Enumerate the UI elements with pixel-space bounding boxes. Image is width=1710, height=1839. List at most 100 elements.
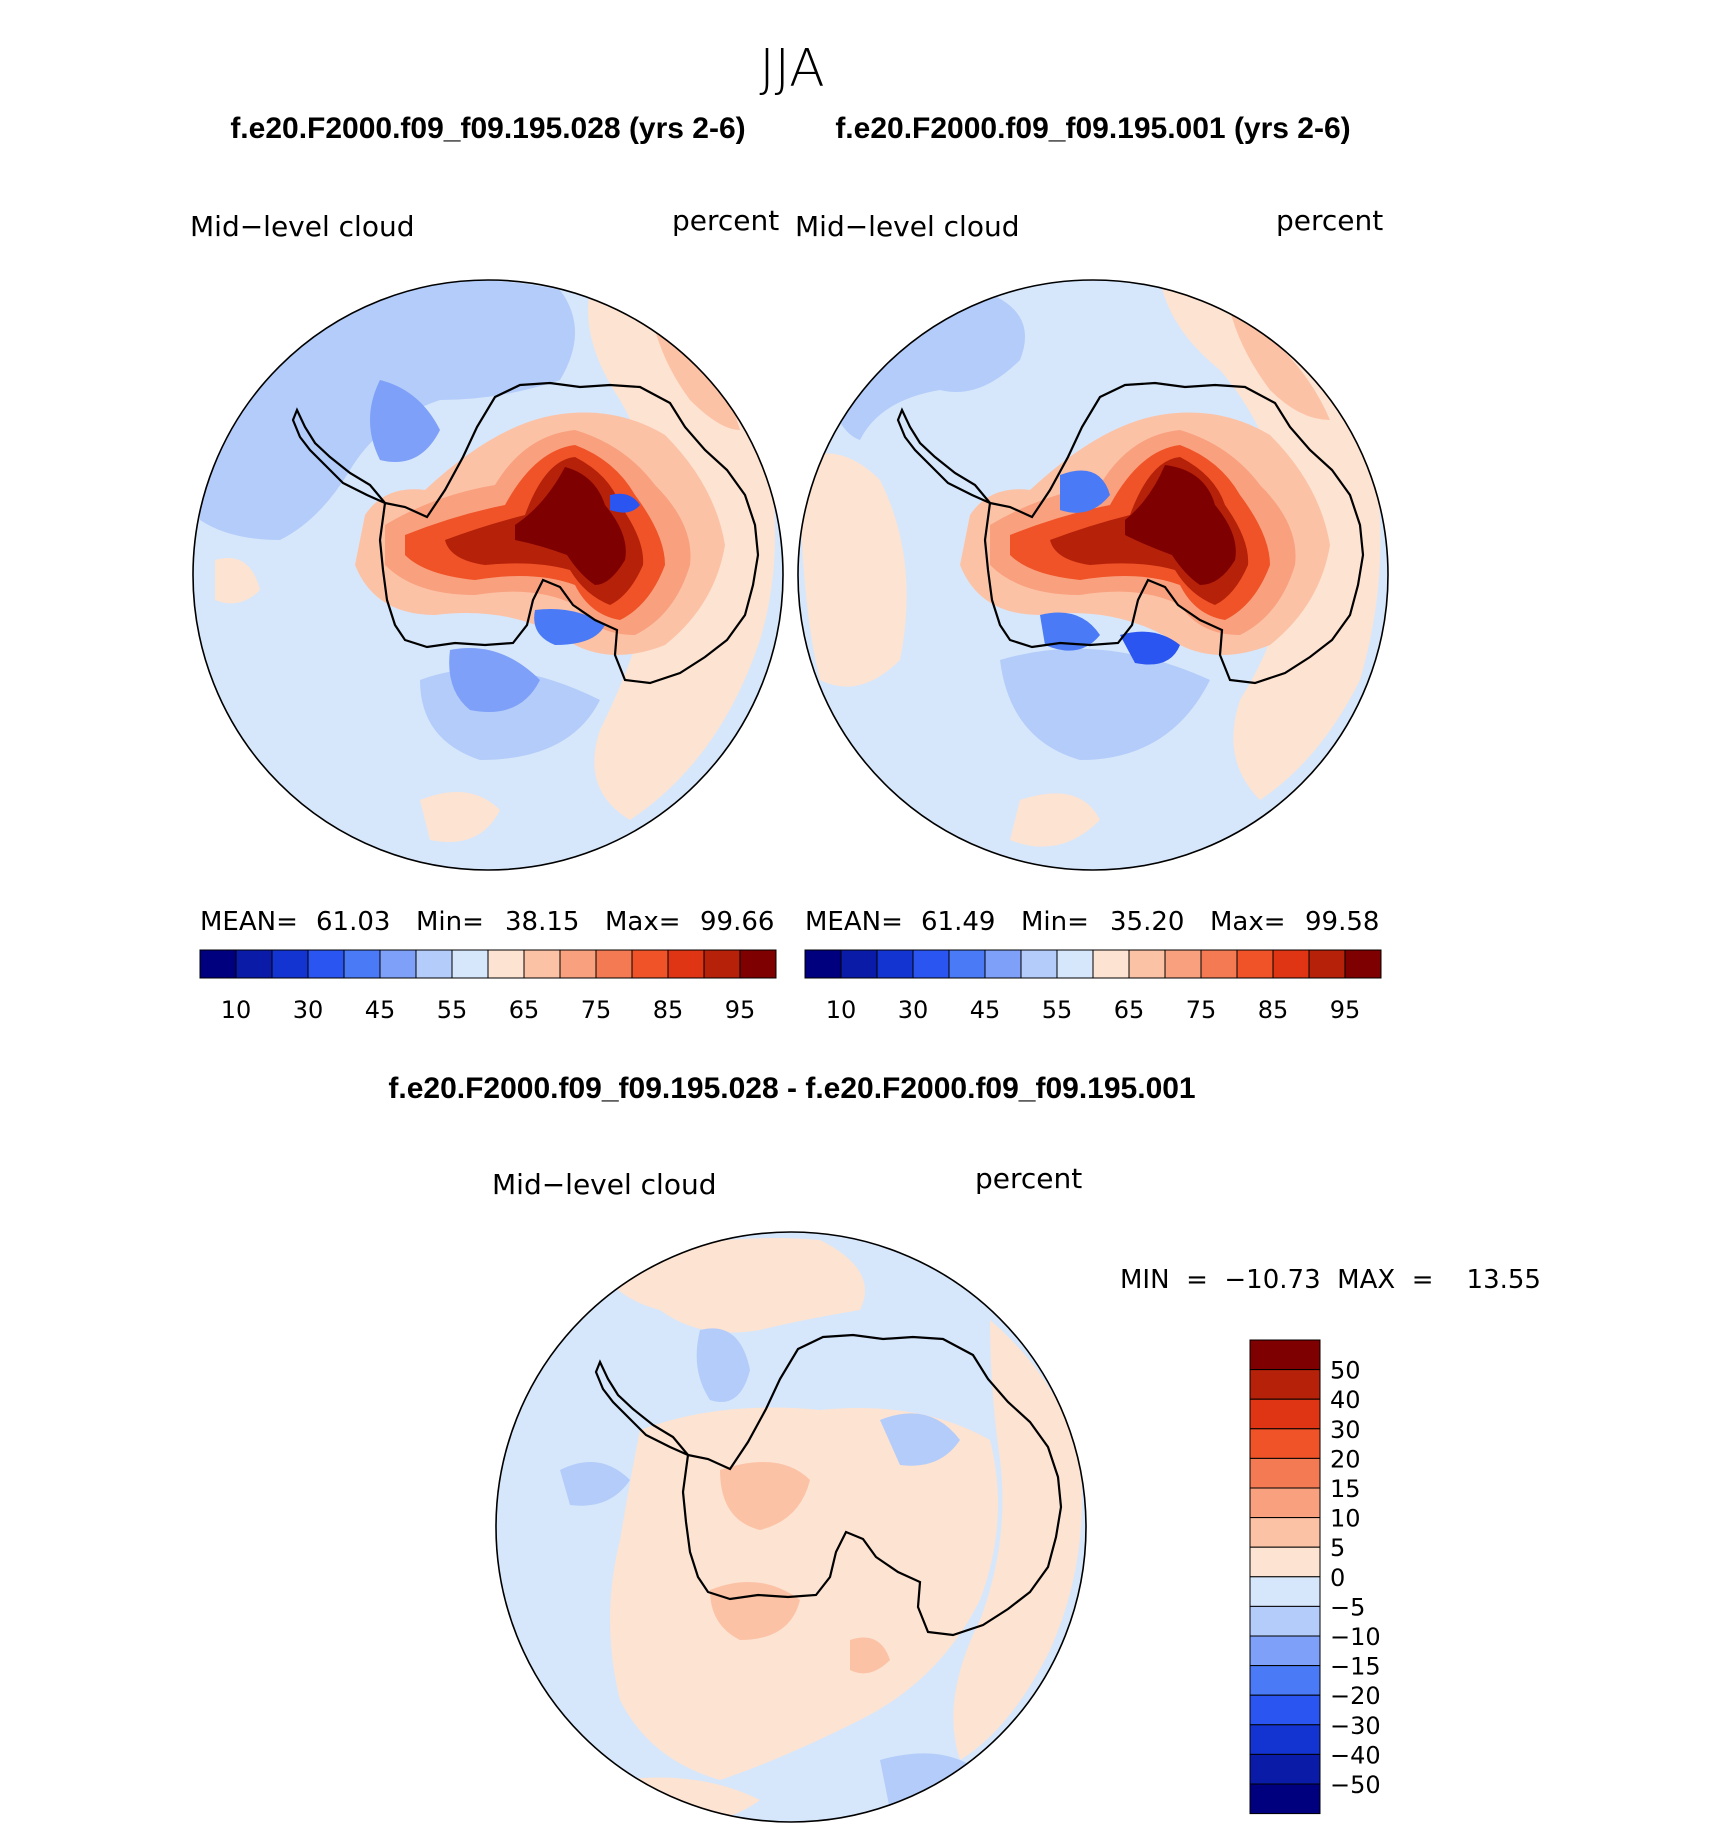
panel-a-colorbar-tick-label: 55 xyxy=(437,996,468,1024)
panel-b-colorbar-tick-label: 95 xyxy=(1330,996,1361,1024)
panel-b-colorbar-tick-label: 10 xyxy=(826,996,857,1024)
diff-title: f.e20.F2000.f09_f09.195.028 - f.e20.F200… xyxy=(388,1072,1195,1105)
panel-a-colorbar-swatch xyxy=(307,949,345,979)
diff-units-label: percent xyxy=(975,1162,1082,1195)
panel-a-colorbar-swatch xyxy=(343,949,381,979)
diff-colorbar-swatch xyxy=(1249,1635,1321,1667)
case-title-left: f.e20.F2000.f09_f09.195.028 (yrs 2-6) xyxy=(230,112,745,145)
panel-a-colorbar-tick-label: 10 xyxy=(221,996,252,1024)
panel-a-min-value: 38.15 xyxy=(505,907,579,937)
diff-colorbar-tick-label: 5 xyxy=(1330,1534,1345,1562)
panel-b-colorbar-swatch xyxy=(912,949,950,979)
diff-colorbar-swatch xyxy=(1249,1665,1321,1696)
panel-a-colorbar-swatch xyxy=(379,949,417,979)
panel-a-colorbar-swatch xyxy=(631,949,669,979)
panel-a-map xyxy=(193,280,783,870)
panel-a-colorbar-swatch xyxy=(703,949,741,979)
diff-colorbar-swatch xyxy=(1249,1398,1321,1430)
panel-a-colorbar-swatch xyxy=(451,949,489,979)
panel-a-units-label: percent xyxy=(672,204,779,237)
panel-b-boundary xyxy=(797,279,1389,871)
panel-a-colorbar: 10 30 45 55 65 75 85 95 xyxy=(199,949,777,1024)
panel-a-colorbar-swatch xyxy=(235,949,273,979)
panel-a-colorbar-swatch xyxy=(595,949,633,979)
diff-colorbar-tick-label: 10 xyxy=(1330,1505,1361,1533)
panel-b-colorbar-swatch xyxy=(1092,949,1130,979)
panel-b-colorbar-tick-label: 65 xyxy=(1114,996,1145,1024)
diff-colorbar-swatch xyxy=(1249,1369,1321,1400)
panel-a-colorbar-swatch xyxy=(739,949,777,979)
panel-b-variable-label: Mid−level cloud xyxy=(795,210,1019,243)
panel-b-colorbar-swatch xyxy=(984,949,1022,979)
panel-a-colorbar-swatch xyxy=(199,949,237,979)
panel-b-colorbar-swatch xyxy=(1020,949,1058,979)
panel-a-colorbar-tick-label: 85 xyxy=(653,996,684,1024)
panel-b-colorbar-tick-label: 55 xyxy=(1042,996,1073,1024)
panel-b-map xyxy=(798,280,1388,870)
panel-b-colorbar-tick-label: 75 xyxy=(1186,996,1217,1024)
diff-colorbar-tick-label: 50 xyxy=(1330,1357,1361,1385)
panel-b-colorbar-swatch xyxy=(1308,949,1346,979)
panel-b-colorbar-tick-label: 45 xyxy=(970,996,1001,1024)
panel-a-colorbar-swatch xyxy=(415,949,453,979)
panel-a-colorbar-swatch xyxy=(271,949,309,979)
diff-colorbar-tick-label: −30 xyxy=(1330,1712,1381,1740)
figure-title: JJA xyxy=(759,39,824,99)
panel-b-colorbar-swatch xyxy=(948,949,986,979)
diff-colorbar-swatch xyxy=(1249,1487,1321,1519)
panel-b-min-label: Min= xyxy=(1021,907,1089,937)
diff-colorbar-tick-label: −10 xyxy=(1330,1623,1381,1651)
panel-b-colorbar-swatch xyxy=(876,949,914,979)
panel-a-min-label: Min= xyxy=(416,907,484,937)
diff-colorbar-tick-label: 15 xyxy=(1330,1475,1361,1503)
diff-colorbar-tick-label: −15 xyxy=(1330,1653,1381,1681)
diff-colorbar-tick-label: 0 xyxy=(1330,1564,1345,1592)
panel-a-max-value: 99.66 xyxy=(700,907,774,937)
panel-a-colorbar-tick-label: 45 xyxy=(365,996,396,1024)
panel-b-colorbar-swatch xyxy=(804,949,842,979)
diff-colorbar-swatch xyxy=(1249,1724,1321,1755)
diff-map xyxy=(496,1232,1086,1822)
panel-b-colorbar: 10 30 45 55 65 75 85 95 xyxy=(804,949,1382,1024)
panel-b-colorbar-swatch xyxy=(1236,949,1274,979)
diff-colorbar-tick-label: 20 xyxy=(1330,1445,1361,1473)
panel-b-colorbar-swatch xyxy=(1272,949,1310,979)
panel-b-max-label: Max= xyxy=(1210,907,1286,937)
panel-b-mean-value: 61.49 xyxy=(921,907,995,937)
panel-a-colorbar-swatch xyxy=(559,949,597,979)
panel-a-variable-label: Mid−level cloud xyxy=(190,210,414,243)
panel-a-mean-label: MEAN= xyxy=(200,907,298,937)
diff-colorbar-tick-label: 40 xyxy=(1330,1386,1361,1414)
diff-colorbar-tick-label: −40 xyxy=(1330,1741,1381,1769)
panel-a-colorbar-tick-label: 95 xyxy=(725,996,756,1024)
panel-a-mean-value: 61.03 xyxy=(316,907,390,937)
diff-minmax-text: MIN = −10.73 MAX = 13.55 xyxy=(1120,1265,1541,1295)
panel-b-max-value: 99.58 xyxy=(1305,907,1379,937)
diff-colorbar-tick-label: −50 xyxy=(1330,1771,1381,1799)
diff-colorbar-swatch xyxy=(1249,1753,1321,1785)
panel-b-colorbar-swatch xyxy=(1200,949,1238,979)
panel-a-colorbar-swatch xyxy=(667,949,705,979)
diff-colorbar-tick-label: −5 xyxy=(1330,1593,1365,1621)
panel-a-colorbar-swatch xyxy=(487,949,525,979)
panel-a-colorbar-tick-label: 65 xyxy=(509,996,540,1024)
panel-a-colorbar-tick-label: 75 xyxy=(581,996,612,1024)
panel-b-min-value: 35.20 xyxy=(1110,907,1184,937)
panel-a-colorbar-swatch xyxy=(523,949,561,979)
diff-colorbar-swatch xyxy=(1249,1783,1321,1815)
panel-a-colorbar-tick-label: 30 xyxy=(293,996,324,1024)
case-title-right: f.e20.F2000.f09_f09.195.001 (yrs 2-6) xyxy=(835,112,1350,145)
panel-b-colorbar-swatch xyxy=(1164,949,1202,979)
diff-colorbar-swatch xyxy=(1249,1694,1321,1726)
panel-b-colorbar-tick-label: 30 xyxy=(898,996,929,1024)
panel-b-mean-label: MEAN= xyxy=(805,907,903,937)
panel-b-colorbar-swatch xyxy=(840,949,878,979)
diff-colorbar-swatch xyxy=(1249,1546,1321,1578)
panel-b-colorbar-swatch xyxy=(1056,949,1094,979)
diff-colorbar-swatch xyxy=(1249,1517,1321,1548)
diff-colorbar-tick-label: −20 xyxy=(1330,1682,1381,1710)
diff-colorbar-swatch xyxy=(1249,1605,1321,1637)
diff-variable-label: Mid−level cloud xyxy=(492,1168,716,1201)
